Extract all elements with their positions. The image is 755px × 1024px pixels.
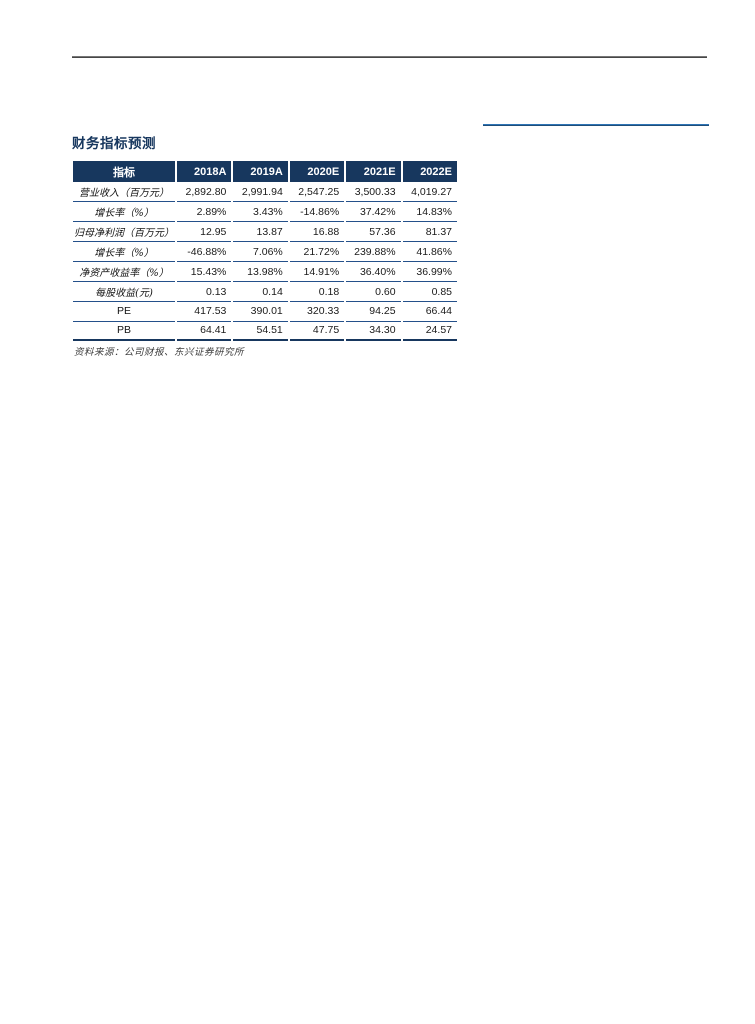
section-title: 财务指标预测 [72,136,156,151]
cell-value: 2,892.80 [177,182,232,202]
cell-value: 66.44 [402,302,457,322]
right-column-accent-rule [483,124,709,126]
cell-value: 57.36 [346,222,401,242]
column-header-2022e: 2022E [402,161,457,182]
table-row: 每股收益(元) 0.13 0.14 0.18 0.60 0.85 [73,282,457,302]
cell-value: 390.01 [233,302,288,322]
table-row: 归母净利润（百万元） 12.95 13.87 16.88 57.36 81.37 [73,222,457,242]
cell-value: 0.60 [346,282,401,302]
page-top-rule [72,56,707,58]
cell-value: 13.98% [233,262,288,282]
cell-value: 7.06% [233,242,288,262]
cell-value: 94.25 [346,302,401,322]
row-label: 营业收入（百万元） [73,182,175,202]
cell-value: 0.14 [233,282,288,302]
cell-value: 0.18 [289,282,345,302]
cell-value: 14.91% [289,262,345,282]
cell-value: 0.85 [402,282,457,302]
cell-value: -46.88% [177,242,232,262]
table-row: 净资产收益率（%） 15.43% 13.98% 14.91% 36.40% 36… [73,262,457,282]
cell-value: 12.95 [177,222,232,242]
cell-value: 16.88 [289,222,345,242]
column-header-2018a: 2018A [177,161,232,182]
cell-value: 24.57 [402,321,457,341]
cell-value: 0.13 [177,282,232,302]
column-header-2020e: 2020E [289,161,345,182]
cell-value: 34.30 [346,321,401,341]
cell-value: 64.41 [177,321,232,341]
cell-value: 3,500.33 [346,182,401,202]
cell-value: 3.43% [233,202,288,222]
cell-value: 2,991.94 [233,182,288,202]
row-label: 净资产收益率（%） [73,262,175,282]
cell-value: 239.88% [346,242,401,262]
table-row: 营业收入（百万元） 2,892.80 2,991.94 2,547.25 3,5… [73,182,457,202]
cell-value: 36.99% [402,262,457,282]
cell-value: 15.43% [177,262,232,282]
column-header-2019a: 2019A [233,161,288,182]
cell-value: 2,547.25 [289,182,345,202]
cell-value: 21.72% [289,242,345,262]
cell-value: 4,019.27 [402,182,457,202]
row-label: PB [73,321,175,341]
table-row: 增长率（%） 2.89% 3.43% -14.86% 37.42% 14.83% [73,202,457,222]
cell-value: 41.86% [402,242,457,262]
cell-value: 81.37 [402,222,457,242]
cell-value: 320.33 [289,302,345,322]
cell-value: 417.53 [177,302,232,322]
row-label: PE [73,302,175,322]
cell-value: 2.89% [177,202,232,222]
column-header-2021e: 2021E [346,161,401,182]
cell-value: 37.42% [346,202,401,222]
row-label: 增长率（%） [73,242,175,262]
cell-value: 47.75 [289,321,345,341]
cell-value: 13.87 [233,222,288,242]
row-label: 增长率（%） [73,202,175,222]
cell-value: -14.86% [289,202,345,222]
table-header-row: 指标 2018A 2019A 2020E 2021E 2022E [73,161,457,182]
financial-forecast-table: 指标 2018A 2019A 2020E 2021E 2022E 营业收入（百万… [71,161,459,341]
table-row: PB 64.41 54.51 47.75 34.30 24.57 [73,321,457,341]
cell-value: 54.51 [233,321,288,341]
row-label: 每股收益(元) [73,282,175,302]
table-row: PE 417.53 390.01 320.33 94.25 66.44 [73,302,457,322]
cell-value: 14.83% [402,202,457,222]
column-header-metric: 指标 [73,161,175,182]
cell-value: 36.40% [346,262,401,282]
row-label: 归母净利润（百万元） [73,222,175,242]
table-row: 增长率（%） -46.88% 7.06% 21.72% 239.88% 41.8… [73,242,457,262]
table-source-note: 资料来源：公司财报、东兴证券研究所 [74,347,245,358]
